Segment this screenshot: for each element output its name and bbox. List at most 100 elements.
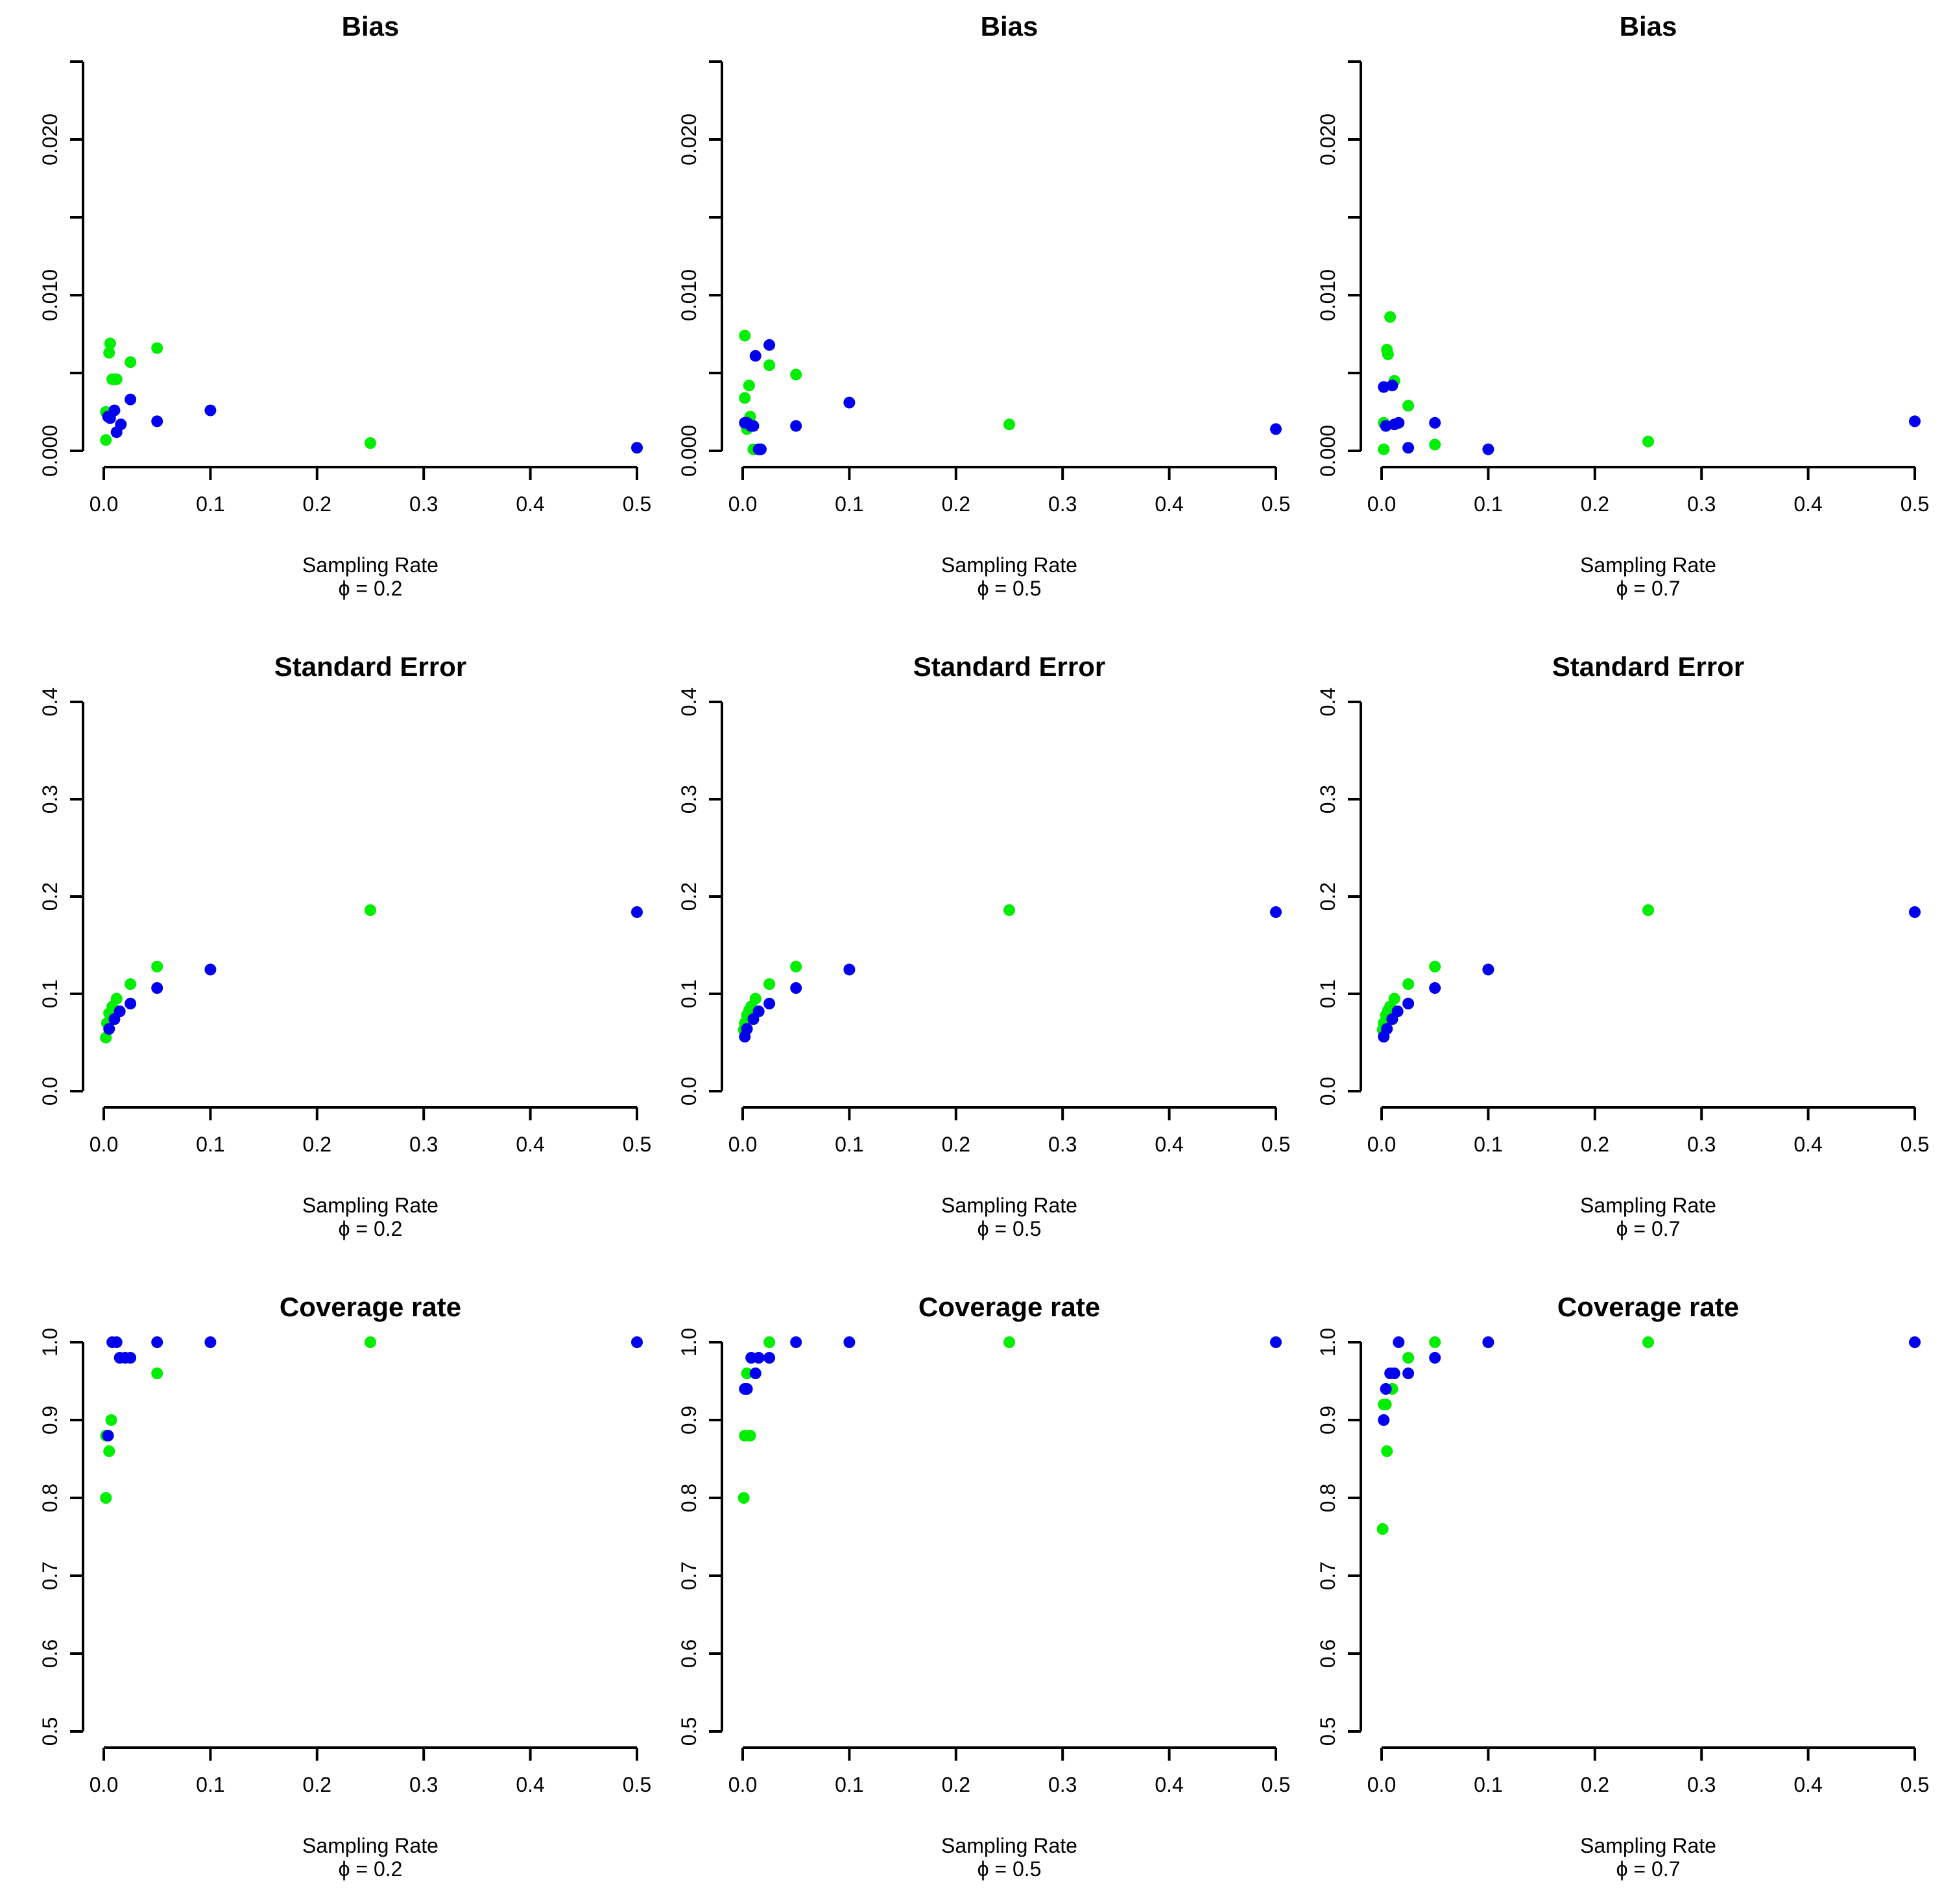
y-tick-label: 0.4 — [38, 688, 62, 716]
y-tick-label: 0.020 — [1316, 114, 1339, 165]
phi-label: ϕ = 0.5 — [978, 1217, 1042, 1240]
point-blue — [763, 339, 776, 351]
x-tick-label: 0.3 — [1048, 1773, 1077, 1796]
y-tick-label: 0.0 — [677, 1077, 701, 1105]
point-green — [749, 993, 762, 1005]
panel-3-3: Coverage rate 0.5 0.6 0.7 0.8 0.9 1.0 0.0 0.1 0.2… — [1316, 1292, 1929, 1881]
y-tick-label: 0.9 — [677, 1406, 701, 1434]
point-blue — [1402, 1368, 1415, 1379]
x-tick-label: 0.0 — [90, 1773, 118, 1796]
phi-label: ϕ = 0.7 — [1616, 1217, 1681, 1240]
y-tick-label: 0.1 — [1316, 980, 1339, 1008]
point-green — [1388, 993, 1400, 1005]
x-axis-label: Sampling Rate — [302, 553, 438, 577]
phi-label: ϕ = 0.7 — [1616, 577, 1681, 600]
x-tick-label: 0.2 — [1581, 1133, 1609, 1156]
point-green — [1402, 978, 1415, 990]
x-tick-label: 0.3 — [409, 1773, 438, 1796]
panel-1-2: Bias 0.000 0.010 0.020 0.0 0.1 0.2 0.3 0.4 0.5 Sam… — [677, 11, 1290, 600]
x-axis-label: Sampling Rate — [941, 1194, 1077, 1217]
phi-label: ϕ = 0.2 — [339, 1857, 403, 1881]
x-tick-label: 0.1 — [196, 1133, 224, 1156]
phi-label: ϕ = 0.5 — [978, 1857, 1042, 1881]
point-green — [1378, 443, 1390, 455]
point-green — [1003, 418, 1015, 431]
x-tick-label: 0.0 — [90, 1133, 118, 1156]
point-blue — [843, 1336, 856, 1348]
point-blue — [1402, 442, 1415, 454]
point-blue — [204, 404, 217, 416]
point-green — [1381, 1445, 1393, 1457]
point-green — [151, 1368, 163, 1379]
x-tick-label: 0.2 — [942, 1773, 970, 1796]
y-tick-label: 0.4 — [677, 688, 701, 716]
x-tick-label: 0.4 — [1793, 492, 1822, 516]
x-tick-label: 0.1 — [196, 1773, 224, 1796]
point-green — [103, 1445, 115, 1457]
x-tick-label: 0.0 — [1367, 492, 1396, 516]
point-green — [1402, 400, 1415, 412]
y-tick-label: 0.7 — [1316, 1561, 1339, 1590]
point-green — [1382, 348, 1394, 361]
point-blue — [1378, 1414, 1390, 1426]
x-tick-label: 0.1 — [835, 1773, 863, 1796]
y-tick-label: 0.7 — [38, 1561, 62, 1590]
x-tick-label: 0.4 — [1155, 1133, 1183, 1156]
point-green — [744, 1430, 756, 1441]
point-green — [1429, 439, 1441, 451]
point-blue — [125, 998, 137, 1009]
point-green — [105, 1414, 117, 1426]
point-blue — [843, 963, 856, 976]
phi-label: ϕ = 0.7 — [1616, 1857, 1681, 1881]
y-tick-label: 0.1 — [38, 980, 62, 1008]
point-blue — [763, 1352, 776, 1364]
x-tick-label: 0.3 — [1687, 1133, 1716, 1156]
point-blue — [749, 1368, 762, 1379]
y-tick-label: 0.2 — [1316, 882, 1339, 911]
point-blue — [747, 420, 760, 432]
x-tick-label: 0.1 — [835, 1133, 863, 1156]
x-tick-label: 0.1 — [1474, 1773, 1502, 1796]
y-tick-label: 0.9 — [38, 1406, 62, 1434]
x-axis-label: Sampling Rate — [941, 553, 1077, 577]
panel-title: Standard Error — [913, 651, 1105, 682]
point-blue — [1482, 443, 1494, 455]
point-green — [1429, 961, 1441, 972]
panel-1-3: Bias 0.000 0.010 0.020 0.0 0.1 0.2 0.3 0.4 0.5 Sam… — [1316, 11, 1929, 600]
panel-title: Coverage rate — [1557, 1292, 1739, 1322]
y-tick-label: 0.6 — [1316, 1639, 1339, 1668]
x-tick-label: 0.2 — [303, 1133, 331, 1156]
phi-label: ϕ = 0.2 — [339, 577, 403, 600]
point-green — [110, 373, 123, 385]
point-green — [103, 346, 115, 359]
point-blue — [752, 1352, 765, 1364]
point-green — [763, 978, 776, 990]
phi-label: ϕ = 0.2 — [339, 1217, 403, 1240]
point-green — [790, 961, 802, 972]
panel-title: Coverage rate — [280, 1292, 461, 1322]
x-tick-label: 0.1 — [835, 492, 863, 516]
point-blue — [1482, 1336, 1494, 1348]
point-blue — [790, 1336, 802, 1348]
panel-title: Standard Error — [1552, 651, 1744, 682]
x-tick-label: 0.0 — [1367, 1773, 1396, 1796]
point-green — [104, 337, 116, 350]
y-tick-label: 0.2 — [677, 882, 701, 911]
y-tick-label: 0.4 — [1316, 688, 1339, 716]
point-blue — [151, 1336, 163, 1348]
x-tick-label: 0.1 — [1474, 492, 1502, 516]
x-tick-label: 0.0 — [90, 492, 118, 516]
y-tick-label: 0.000 — [1316, 425, 1339, 477]
x-tick-label: 0.5 — [1901, 1773, 1929, 1796]
x-axis-label: Sampling Rate — [302, 1194, 438, 1217]
point-green — [1642, 435, 1654, 448]
point-blue — [151, 982, 163, 994]
x-tick-label: 0.5 — [1901, 1133, 1929, 1156]
point-green — [1380, 1399, 1392, 1410]
y-tick-label: 0.010 — [1316, 269, 1339, 321]
x-tick-label: 0.4 — [516, 1133, 544, 1156]
point-green — [1402, 1352, 1415, 1364]
point-green — [100, 1031, 112, 1044]
point-green — [743, 380, 755, 392]
